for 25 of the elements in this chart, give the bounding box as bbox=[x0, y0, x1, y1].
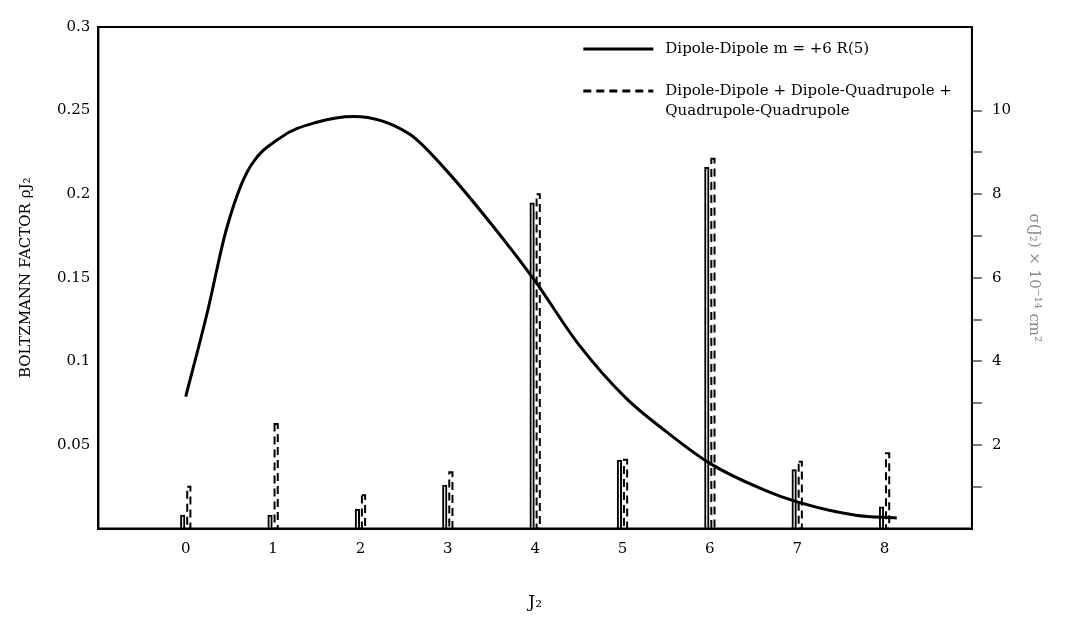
x-tick-label: 8 bbox=[879, 539, 890, 558]
y-tick-label: 0.25 bbox=[56, 100, 91, 119]
y2-axis-title: σ(J₂) × 10⁻¹⁴ cm² bbox=[1026, 213, 1045, 343]
legend-label: Dipole-Dipole m = +6 R(5) bbox=[665, 38, 870, 57]
y-tick-label: 0.2 bbox=[66, 184, 91, 203]
x-tick-label: 5 bbox=[617, 539, 628, 558]
x-axis-title: J₂ bbox=[526, 591, 542, 612]
y2-tick-label: 8 bbox=[991, 184, 1002, 203]
y-tick-label: 0.1 bbox=[66, 351, 91, 370]
y-axis-title: BOLTZMANN FACTOR ρJ₂ bbox=[15, 177, 34, 379]
x-tick-label: 1 bbox=[268, 539, 278, 558]
x-tick-label: 7 bbox=[792, 539, 802, 558]
x-tick-label: 6 bbox=[705, 539, 715, 558]
y2-tick-label: 4 bbox=[991, 351, 1002, 370]
y-tick-label: 0.3 bbox=[66, 16, 91, 35]
y2-tick-label: 2 bbox=[991, 434, 1002, 453]
x-tick-label: 0 bbox=[180, 539, 191, 558]
x-tick-label: 3 bbox=[443, 539, 453, 558]
y-tick-label: 0.15 bbox=[56, 267, 91, 286]
y2-tick-label: 10 bbox=[991, 100, 1012, 119]
y2-tick-label: 6 bbox=[991, 267, 1002, 286]
x-tick-label: 4 bbox=[530, 539, 540, 558]
y-tick-label: 0.05 bbox=[56, 434, 91, 453]
x-tick-label: 2 bbox=[355, 539, 366, 558]
legend-label: Dipole-Dipole + Dipole-Quadrupole + Quadrupole-Quadrupole bbox=[665, 80, 952, 119]
